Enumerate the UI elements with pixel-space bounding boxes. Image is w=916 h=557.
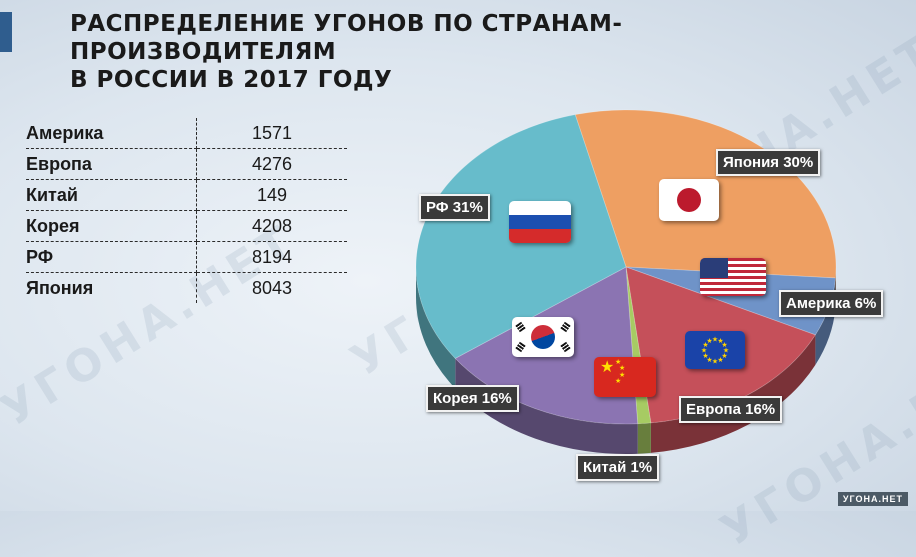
slice-label-rf: РФ 31% [419,194,490,221]
table-cell-value: 149 [196,179,347,211]
flag-russia-icon [509,201,571,243]
slice-label-china: Китай 1% [576,454,660,481]
table-cell-country: Америка [26,118,197,149]
flag-usa-icon [700,258,766,296]
svg-text:★: ★ [723,347,729,355]
svg-text:★: ★ [717,337,723,345]
svg-text:★: ★ [721,352,727,360]
svg-text:★: ★ [702,341,708,349]
svg-text:★: ★ [706,337,712,345]
table-cell-country: Китай [26,179,197,211]
slice-label-korea: Корея 16% [426,385,519,412]
svg-text:★: ★ [706,356,712,364]
svg-text:★: ★ [717,356,723,364]
source-badge: УГОНА.НЕТ [837,492,908,506]
svg-text:★: ★ [712,336,718,344]
data-table: Америка 1571 Европа 4276 Китай 149 Корея 4208 РФ… [26,118,347,303]
table-cell-value: 4276 [196,148,347,180]
pie-slice-side-korea [455,358,638,454]
table-cell-country: Япония [26,272,197,303]
title-line-1: РАСПРЕДЕЛЕНИЕ УГОНОВ ПО СТРАНАМ-ПРОИЗВОД… [70,11,623,65]
svg-text:★: ★ [701,347,707,355]
slice-label-europe: Европа 16% [679,396,783,423]
page-title: РАСПРЕДЕЛЕНИЕ УГОНОВ ПО СТРАНАМ-ПРОИЗВОД… [70,10,870,94]
title-accent-bar [0,12,12,52]
slice-label-america: Америка 6% [779,290,884,317]
table-cell-value: 4208 [196,210,347,242]
table-row: Корея 4208 [26,210,347,242]
table-row: Япония 8043 [26,272,347,303]
flag-japan-icon [659,179,719,221]
table-row: Китай 149 [26,179,347,211]
slice-label-japan: Япония 30% [716,149,821,176]
pie-slice-side-rf [416,267,456,389]
table-row: Европа 4276 [26,148,347,180]
pie-slice-side-america [815,277,836,365]
pie-slice-side-europe [650,334,816,453]
table-cell-country: Корея [26,210,197,242]
flag-china-icon: ★ ★ ★ ★ ★ [594,357,656,397]
svg-text:★: ★ [712,358,718,366]
svg-text:★: ★ [721,341,727,349]
table-cell-country: Европа [26,148,197,180]
title-line-2: В РОССИИ В 2017 ГОДУ [70,67,393,93]
table-cell-value: 8194 [196,241,347,273]
pie-chart [415,109,837,454]
table-row: РФ 8194 [26,241,347,273]
pie-slice-side-china [637,422,651,454]
svg-text:★: ★ [702,352,708,360]
flag-eu-icon: ★ ★ ★ ★ ★ ★ ★ ★ ★ ★ ★ ★ [685,331,745,369]
table-cell-value: 8043 [251,277,293,298]
table-cell-country: РФ [26,241,197,273]
table-row: Америка 1571 [26,118,347,149]
table-cell-value: 1571 [196,118,347,149]
flag-south-korea-icon [512,317,574,357]
